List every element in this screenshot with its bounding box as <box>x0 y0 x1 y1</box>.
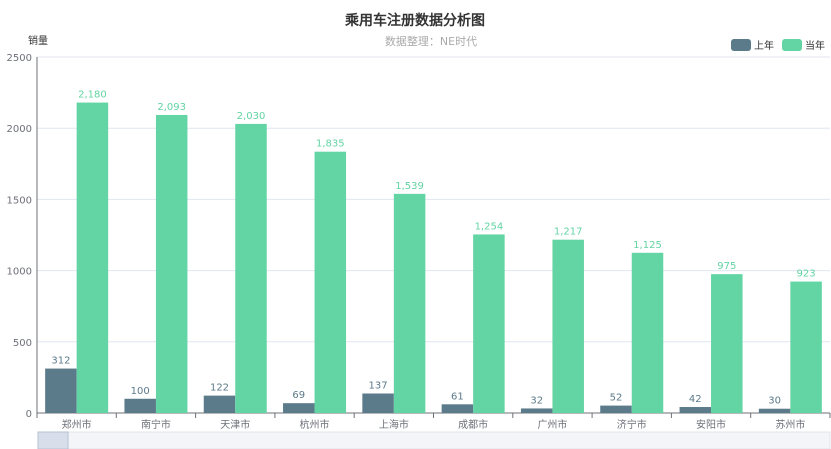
legend-item-current-year[interactable]: 当年 <box>782 39 825 52</box>
data-label: 122 <box>210 383 229 394</box>
bar[interactable] <box>758 408 791 413</box>
bar[interactable] <box>124 398 156 413</box>
y-tick-label: 2500 <box>7 53 32 64</box>
bar[interactable] <box>790 281 822 413</box>
x-tick-label: 广州市 <box>537 418 567 431</box>
data-label: 1,125 <box>633 240 662 251</box>
legend-label-prev-year: 上年 <box>754 39 774 52</box>
data-label: 52 <box>610 393 623 404</box>
data-label: 61 <box>451 391 464 402</box>
data-label: 69 <box>292 390 305 401</box>
y-tick-label: 0 <box>26 409 32 420</box>
data-label: 100 <box>131 386 150 397</box>
bar[interactable] <box>76 102 109 414</box>
bar[interactable] <box>441 404 474 413</box>
data-label: 1,254 <box>475 221 504 232</box>
bar[interactable] <box>203 395 236 413</box>
datazoom-slider[interactable] <box>37 431 831 449</box>
bar[interactable] <box>45 368 77 413</box>
x-tick-label: 成都市 <box>458 418 488 431</box>
x-tick-label: 苏州市 <box>775 418 805 431</box>
bar[interactable] <box>235 123 267 413</box>
bar[interactable] <box>314 151 347 414</box>
data-label: 1,539 <box>395 181 424 192</box>
bar[interactable] <box>552 239 584 413</box>
y-tick-label: 1500 <box>7 195 32 206</box>
legend: 上年 当年 <box>731 39 825 52</box>
bar[interactable] <box>155 114 188 414</box>
data-label: 2,030 <box>237 111 266 122</box>
bar[interactable] <box>393 193 426 413</box>
bar[interactable] <box>600 405 632 413</box>
y-tick-label: 2000 <box>7 124 32 135</box>
legend-swatch-current-year <box>782 39 802 51</box>
y-tick-label: 500 <box>13 338 32 349</box>
bar[interactable] <box>520 408 553 413</box>
data-label: 42 <box>689 394 702 405</box>
bar[interactable] <box>362 393 394 413</box>
x-tick-label: 郑州市 <box>62 418 92 431</box>
data-label: 30 <box>768 396 781 407</box>
chart-title: 乘用车注册数据分析图 <box>344 12 485 29</box>
bar[interactable] <box>473 234 505 413</box>
data-label: 32 <box>530 395 543 406</box>
x-tick-label: 南宁市 <box>141 418 171 431</box>
data-label: 1,217 <box>554 227 583 238</box>
data-label: 2,093 <box>157 102 186 113</box>
data-label: 923 <box>797 269 816 280</box>
x-tick-label: 安阳市 <box>696 418 726 431</box>
plot-area: 0 500 1000 1500 2000 2500 郑州市 312 2,180 南宁市 100 2,0… <box>7 53 831 431</box>
bar[interactable] <box>679 407 712 413</box>
y-axis-label: 销量 <box>28 34 48 47</box>
datazoom-handle[interactable] <box>37 431 69 449</box>
x-tick-label: 天津市 <box>220 418 250 431</box>
data-label: 2,180 <box>78 90 107 101</box>
data-label: 975 <box>717 261 736 272</box>
legend-swatch-prev-year <box>731 39 751 51</box>
y-tick-label: 1000 <box>7 267 32 278</box>
x-tick-label: 上海市 <box>379 418 409 431</box>
legend-label-current-year: 当年 <box>805 39 825 52</box>
bar[interactable] <box>711 274 743 413</box>
data-label: 1,835 <box>316 139 345 150</box>
bar[interactable] <box>283 403 315 413</box>
data-label: 137 <box>369 380 388 391</box>
legend-item-prev-year[interactable]: 上年 <box>731 39 774 52</box>
x-tick-label: 杭州市 <box>300 418 330 431</box>
data-label: 312 <box>51 356 70 367</box>
chart-subtitle: 数据整理：NE时代 <box>385 34 477 48</box>
x-tick-label: 济宁市 <box>617 418 647 431</box>
datazoom-track <box>37 431 831 449</box>
bar[interactable] <box>631 252 664 413</box>
